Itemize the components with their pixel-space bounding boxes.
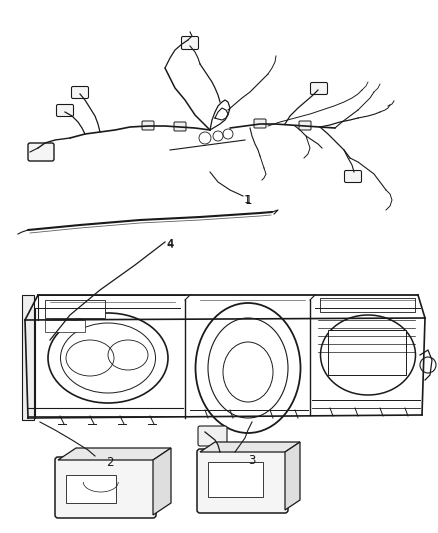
Polygon shape — [200, 442, 300, 452]
FancyBboxPatch shape — [181, 36, 198, 50]
FancyBboxPatch shape — [198, 426, 227, 446]
Text: 4: 4 — [166, 239, 173, 249]
FancyBboxPatch shape — [311, 83, 328, 94]
Bar — [45, 300, 105, 318]
Text: 1: 1 — [244, 193, 252, 206]
FancyBboxPatch shape — [142, 121, 154, 130]
Bar — [208, 462, 263, 497]
Bar — [66, 475, 116, 503]
FancyBboxPatch shape — [57, 104, 74, 117]
Polygon shape — [285, 442, 300, 510]
Bar — [45, 320, 85, 332]
Text: 4: 4 — [166, 238, 174, 251]
FancyBboxPatch shape — [197, 449, 288, 513]
FancyBboxPatch shape — [254, 119, 266, 128]
Bar — [320, 298, 415, 312]
Polygon shape — [153, 448, 171, 515]
Text: 1: 1 — [244, 195, 251, 205]
Bar — [22, 295, 34, 420]
FancyBboxPatch shape — [299, 121, 311, 130]
FancyBboxPatch shape — [71, 86, 88, 99]
Polygon shape — [58, 448, 171, 460]
Text: 3: 3 — [248, 454, 256, 466]
Circle shape — [420, 357, 436, 373]
Text: 2: 2 — [106, 456, 114, 469]
FancyBboxPatch shape — [345, 171, 361, 182]
FancyBboxPatch shape — [28, 143, 54, 161]
FancyBboxPatch shape — [55, 457, 156, 518]
Bar — [328, 330, 406, 375]
FancyBboxPatch shape — [174, 122, 186, 131]
